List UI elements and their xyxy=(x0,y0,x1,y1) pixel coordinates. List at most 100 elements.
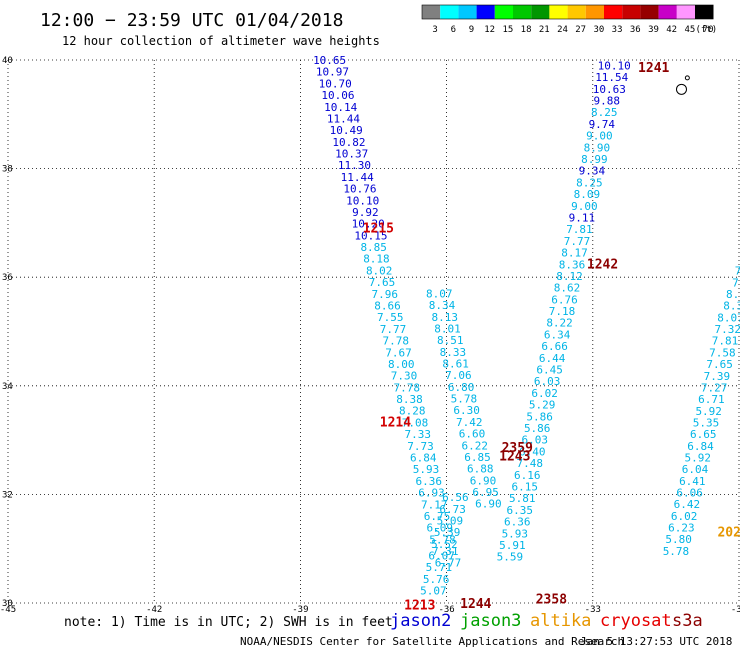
longitude-tick-label: -36 xyxy=(438,605,454,615)
wave-height-value: 6.73 xyxy=(439,503,466,516)
wave-height-value: 6.36 xyxy=(504,516,531,529)
wave-height-value: 10.82 xyxy=(332,136,365,149)
wave-height-value: 10.65 xyxy=(313,54,346,67)
longitude-tick-label: -45 xyxy=(0,605,16,615)
wave-height-value: 7.39 xyxy=(704,370,731,383)
wave-height-value: 7.67 xyxy=(385,346,412,359)
wave-height-value: 6.02 xyxy=(671,510,698,523)
pass-time-label: 1244 xyxy=(460,597,491,612)
legend-bin-label: 15 xyxy=(502,25,513,35)
wave-height-value: 8.33 xyxy=(440,346,467,359)
wave-height-value: 6.85 xyxy=(464,451,491,464)
wave-height-value: 6.07 xyxy=(428,549,455,562)
pass-time-label: 1214 xyxy=(380,416,411,431)
satellite-legend-jason3: jason3 xyxy=(460,611,521,631)
wave-height-value: 7.32 xyxy=(715,323,740,336)
legend-bin-label: 9 xyxy=(469,25,474,35)
wave-height-value: 9.92 xyxy=(352,206,379,219)
wave-height-value: 8.61 xyxy=(442,358,469,371)
wave-height-value: 6.09 xyxy=(427,522,454,535)
wave-height-value: 8.01 xyxy=(434,323,461,336)
wave-height-value: 10.10 xyxy=(346,194,379,207)
wave-height-value: 6.04 xyxy=(682,463,709,476)
footer-credit: NOAA/NESDIS Center for Satellite Applica… xyxy=(240,635,624,648)
wave-height-value: 6.06 xyxy=(676,486,703,499)
wave-height-value: 8.00 xyxy=(388,358,415,371)
wave-height-value: 7.65 xyxy=(369,276,396,289)
legend-swatch xyxy=(658,5,677,19)
wave-height-value: 9.34 xyxy=(579,165,606,178)
satellite-track: 7.7.8.28.38.077.327.817.587.657.397.276.… xyxy=(663,265,740,558)
wave-height-value: 7.30 xyxy=(391,370,418,383)
wave-height-color-legend: 3 6 9 12 15 18 21 24 27 30 33 36 39 42 45 70(ft) xyxy=(421,4,717,35)
wave-height-value: 5.52 xyxy=(431,538,458,551)
wave-height-value: 6.16 xyxy=(514,469,541,482)
wave-height-value: 9.11 xyxy=(569,211,596,224)
wave-height-value: 6.93 xyxy=(418,487,445,500)
legend-bin-label: 42 xyxy=(666,25,677,35)
wave-height-value: 6.22 xyxy=(462,439,489,452)
wave-height-value: 5.71 xyxy=(426,561,453,574)
wave-height-value: 7.55 xyxy=(377,311,404,324)
wave-height-value: 5.78 xyxy=(451,393,478,406)
wave-height-value: 10.14 xyxy=(324,101,357,114)
wave-height-value: 7.77 xyxy=(564,235,591,248)
wave-height-value: 6.03 xyxy=(521,434,548,447)
wave-height-value: 6.66 xyxy=(541,340,568,353)
latitude-tick-label: 36 xyxy=(2,273,13,283)
wave-height-value: 8.17 xyxy=(561,247,588,260)
wave-height-value: 11.54 xyxy=(595,71,628,84)
wave-height-value: 8.66 xyxy=(374,300,401,313)
latitude-tick-label: 38 xyxy=(2,165,13,175)
legend-swatch xyxy=(585,5,604,19)
legend-bin-label: 45 xyxy=(684,25,695,35)
wave-height-value: 8.25 xyxy=(591,106,618,119)
wave-height-value: 5.86 xyxy=(524,422,551,435)
wave-height-value: 5.86 xyxy=(526,410,553,423)
satellite-name-legend: jason2 jason3 altika cryosat s3a xyxy=(390,611,703,631)
legend-swatch xyxy=(567,5,586,19)
wave-height-value: 7.73 xyxy=(407,440,434,453)
wave-height-value: 6.41 xyxy=(679,475,706,488)
satellite-track: 10.6510.9710.7010.0610.1411.4410.4910.82… xyxy=(313,54,461,570)
wave-height-value: 5.76 xyxy=(423,573,450,586)
wave-height-value: 8.07 xyxy=(426,287,453,300)
footer-timestamp: Jan 5 13:27:53 UTC 2018 xyxy=(580,635,732,648)
axis-tick-labels: -45 -42 -39 -36 -33 -30 30 32 34 36 38 40 xyxy=(0,56,740,615)
wave-height-value: 5.81 xyxy=(509,492,536,505)
wave-height-value: 7. xyxy=(735,265,740,278)
legend-swatch xyxy=(494,5,513,19)
wave-height-value: 8.12 xyxy=(556,270,583,283)
legend-bin-label: 12 xyxy=(484,25,495,35)
wave-height-value: 5.78 xyxy=(663,545,690,558)
wave-height-value: 6.15 xyxy=(512,480,539,493)
satellite-legend-cryosat: cryosat xyxy=(600,611,672,631)
legend-swatch xyxy=(440,5,459,19)
wave-height-value: 8.90 xyxy=(584,141,611,154)
wave-height-value: 6.80 xyxy=(448,381,475,394)
wave-height-value: 7.08 xyxy=(402,416,429,429)
wave-height-value: 7.06 xyxy=(445,369,472,382)
wave-height-value: 8.02 xyxy=(366,264,393,277)
pass-time-label: 1243 xyxy=(499,449,530,464)
wave-height-value: 6.76 xyxy=(551,293,578,306)
wave-height-value: 6.40 xyxy=(519,445,546,458)
wave-height-value: 10.70 xyxy=(319,77,352,90)
legend-swatch xyxy=(458,5,477,19)
legend-bin-label: 30 xyxy=(593,25,604,35)
wave-height-value: 5.39 xyxy=(434,526,461,539)
satellite-legend-s3a: s3a xyxy=(672,611,703,631)
azores-islands xyxy=(675,75,690,95)
wave-height-value: 5.59 xyxy=(497,551,524,564)
pass-time-label: 2026 xyxy=(717,525,740,540)
wave-height-value: 5.93 xyxy=(502,527,529,540)
wave-height-value: 10.20 xyxy=(352,218,385,231)
wave-height-value: 10.15 xyxy=(354,229,387,242)
pass-time-label: 1241 xyxy=(638,61,669,76)
wave-height-value: 7.33 xyxy=(404,428,431,441)
wave-height-value: 6.23 xyxy=(668,522,695,535)
longitude-tick-label: -42 xyxy=(146,605,162,615)
wave-height-value: 8.22 xyxy=(546,317,573,330)
